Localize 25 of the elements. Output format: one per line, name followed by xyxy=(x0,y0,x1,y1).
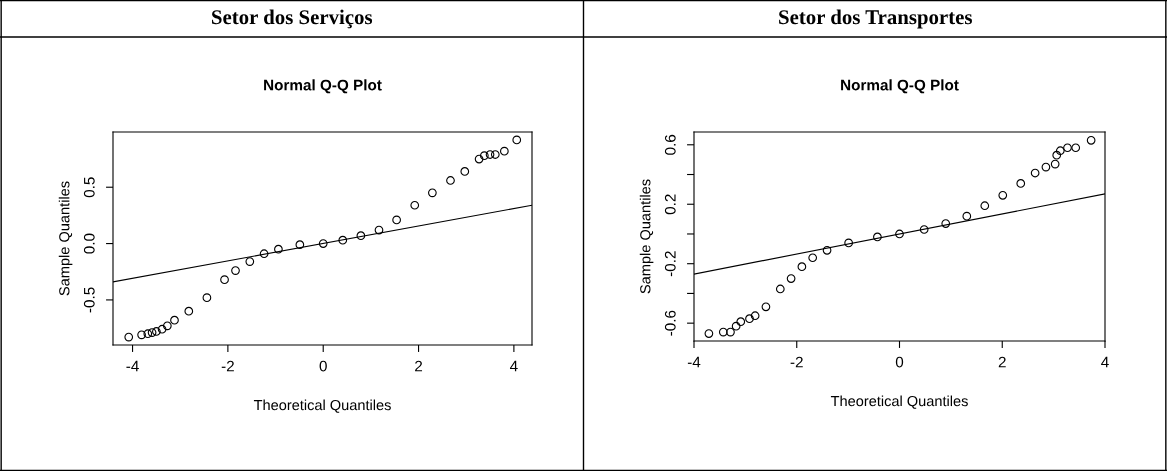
x-tick-label: -2 xyxy=(790,356,803,368)
x-tick-label: 4 xyxy=(509,360,518,372)
y-tick-label: 0.5 xyxy=(83,177,95,198)
x-tick-label: 0 xyxy=(895,356,904,368)
y-tick-label: 0.6 xyxy=(664,134,676,155)
chart-subtitle: Normal Q-Q Plot xyxy=(264,79,382,94)
x-axis-title: Theoretical Quantiles xyxy=(253,399,391,413)
chart-title: Setor dos Transportes xyxy=(779,9,972,29)
x-tick-label: 2 xyxy=(415,360,423,372)
x-tick-label: 4 xyxy=(1101,356,1109,368)
x-tick-label: -2 xyxy=(221,360,234,372)
x-tick-label: 2 xyxy=(998,356,1006,368)
y-axis-title: Sample Quantiles xyxy=(58,181,73,296)
x-axis-title: Theoretical Quantiles xyxy=(830,395,968,409)
y-axis-title: Sample Quantiles xyxy=(639,179,654,294)
x-tick-label: -4 xyxy=(126,360,139,372)
x-tick-label: 0 xyxy=(319,360,327,372)
x-tick-label: -4 xyxy=(687,356,701,368)
y-tick-label: -0.5 xyxy=(83,287,95,313)
y-tick-label: 0.0 xyxy=(83,233,95,254)
y-tick-label: 0.2 xyxy=(664,194,676,215)
chart-title: Setor dos Serviços xyxy=(212,9,373,29)
y-tick-label: -0.6 xyxy=(664,310,676,336)
chart-subtitle: Normal Q-Q Plot xyxy=(841,79,959,94)
y-tick-label: -0.2 xyxy=(664,251,676,277)
